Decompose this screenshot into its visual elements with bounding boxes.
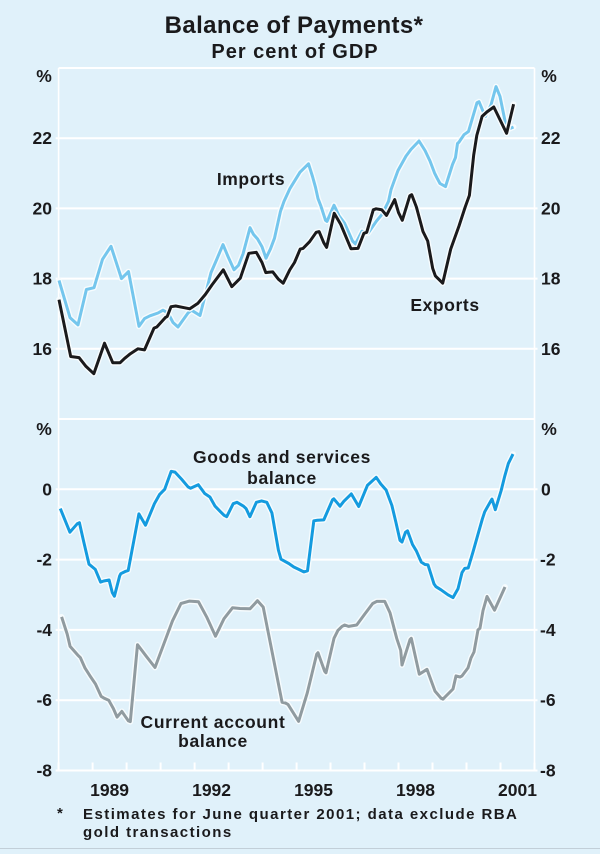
svg-text:1989: 1989: [90, 780, 129, 800]
svg-text:-6: -6: [36, 690, 52, 710]
svg-text:%: %: [36, 419, 52, 439]
svg-text:18: 18: [33, 269, 53, 289]
svg-text:18: 18: [541, 269, 561, 289]
svg-text:1995: 1995: [294, 780, 333, 800]
svg-text:2001: 2001: [498, 780, 537, 800]
svg-text:20: 20: [541, 198, 561, 218]
svg-text:Goods and services: Goods and services: [193, 447, 371, 467]
svg-text:Imports: Imports: [217, 169, 285, 189]
svg-text:-2: -2: [36, 550, 52, 570]
svg-text:*: *: [57, 805, 64, 822]
svg-text:1992: 1992: [192, 780, 231, 800]
svg-text:0: 0: [42, 479, 52, 499]
svg-text:Per cent of GDP: Per cent of GDP: [211, 41, 378, 63]
svg-text:22: 22: [541, 128, 561, 148]
svg-text:22: 22: [33, 128, 53, 148]
svg-text:-4: -4: [36, 620, 52, 640]
svg-text:0: 0: [541, 479, 551, 499]
svg-text:1998: 1998: [396, 780, 435, 800]
svg-text:-8: -8: [36, 761, 52, 781]
svg-text:balance: balance: [247, 468, 317, 488]
svg-text:Exports: Exports: [410, 295, 479, 315]
svg-text:16: 16: [33, 339, 53, 359]
svg-text:Balance of Payments*: Balance of Payments*: [165, 12, 424, 39]
svg-text:gold transactions: gold transactions: [83, 824, 233, 841]
svg-text:balance: balance: [178, 731, 248, 751]
svg-text:-6: -6: [540, 690, 556, 710]
svg-text:Estimates for June quarter 200: Estimates for June quarter 2001; data ex…: [83, 806, 518, 823]
svg-text:20: 20: [33, 198, 53, 218]
svg-text:-8: -8: [540, 761, 556, 781]
svg-text:Current account: Current account: [141, 712, 286, 732]
svg-text:%: %: [36, 66, 52, 86]
svg-text:16: 16: [541, 339, 561, 359]
svg-text:-2: -2: [540, 550, 556, 570]
svg-text:%: %: [541, 419, 557, 439]
svg-text:-4: -4: [540, 620, 556, 640]
svg-text:%: %: [541, 66, 557, 86]
